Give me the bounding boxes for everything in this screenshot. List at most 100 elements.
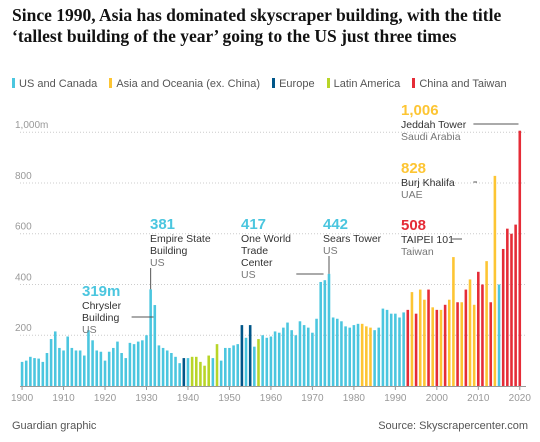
bar (331, 317, 335, 386)
bar (410, 292, 414, 386)
legend-swatch-china (412, 78, 416, 88)
bar (344, 326, 347, 386)
bar (418, 289, 422, 386)
legend-item-us: US and Canada (12, 78, 97, 90)
bar (66, 336, 69, 386)
bar (62, 350, 65, 386)
annotation-label: Sears Tower (323, 233, 382, 245)
annotation-region: US (82, 324, 97, 336)
bar (406, 309, 410, 386)
bar (414, 313, 418, 386)
bar (74, 350, 78, 386)
bar (427, 289, 430, 386)
y-tick-label: 600 (15, 222, 32, 233)
annotation-label: One World (241, 233, 291, 245)
legend: US and Canada Asia and Oceania (ex. Chin… (12, 78, 532, 90)
legend-swatch-us (12, 78, 15, 88)
bar (269, 336, 273, 386)
bar (257, 339, 260, 386)
bar (103, 360, 107, 386)
bar (83, 355, 86, 386)
bar (286, 322, 289, 386)
legend-swatch-europe (272, 78, 276, 88)
bar (149, 289, 152, 386)
bar (360, 323, 364, 386)
legend-label-asia: Asia and Oceania (ex. China) (116, 78, 261, 90)
bar (219, 360, 223, 386)
bar (29, 356, 32, 386)
bar (493, 175, 497, 386)
bar (348, 327, 352, 386)
annotation-value: 381 (150, 216, 175, 233)
bar (402, 312, 405, 386)
bar (365, 326, 368, 386)
bar (340, 321, 343, 386)
bar (145, 335, 148, 386)
bar (452, 257, 455, 386)
bar (153, 305, 157, 386)
annotation-value: 1,006 (401, 102, 439, 119)
bar (506, 228, 509, 386)
annotation-region: Taiwan (401, 246, 434, 258)
bar (215, 344, 219, 386)
bar (70, 347, 74, 386)
annotation-label: Jeddah Tower (401, 119, 467, 131)
x-tick-label: 1900 (11, 393, 34, 404)
bar (78, 350, 82, 386)
bar (124, 358, 128, 386)
bar (91, 340, 94, 386)
x-tick-label: 2010 (467, 393, 490, 404)
bar (199, 361, 202, 386)
bar (141, 340, 144, 386)
bar (489, 302, 493, 386)
bar (53, 331, 57, 386)
bar (116, 341, 119, 386)
bar (182, 358, 186, 386)
bar (377, 327, 381, 386)
annotation-label: Chrysler (82, 300, 122, 312)
bar (306, 327, 310, 386)
bar (447, 299, 451, 386)
bar (107, 351, 111, 386)
annotation-label: Building (82, 312, 120, 324)
bar (381, 308, 385, 386)
bar (120, 353, 123, 386)
bar (435, 309, 439, 386)
bar (282, 327, 285, 386)
bar (157, 345, 161, 386)
bar (194, 356, 198, 386)
bar (443, 304, 447, 386)
bar (128, 342, 132, 386)
bar (236, 344, 240, 386)
bar (356, 323, 360, 386)
legend-label-europe: Europe (279, 78, 315, 90)
y-tick-label: 200 (15, 323, 32, 334)
annotation-value: 828 (401, 160, 426, 177)
bar (49, 339, 53, 386)
bar (277, 332, 281, 386)
x-tick-label: 1960 (260, 393, 283, 404)
bar (161, 347, 165, 386)
bar (472, 304, 476, 386)
bar (58, 347, 61, 386)
annotation-label: Center (241, 257, 273, 269)
legend-label-latam: Latin America (333, 78, 401, 90)
bar (373, 330, 376, 386)
bar (228, 347, 231, 386)
bar (253, 346, 256, 386)
bar (136, 341, 140, 386)
annotation-label: TAIPEI 101 (401, 234, 454, 246)
annotation-region: US (241, 269, 256, 281)
legend-item-europe: Europe (272, 78, 315, 90)
annotation-label: Building (150, 245, 188, 257)
y-tick-label: 1,000m (15, 120, 48, 131)
annotation-value: 442 (323, 216, 348, 233)
bar (244, 337, 248, 386)
bar (132, 344, 136, 386)
bar (518, 130, 522, 386)
annotation-label: Trade (241, 245, 268, 257)
x-tick-label: 1950 (218, 393, 241, 404)
x-tick-label: 1970 (301, 393, 324, 404)
x-tick-label: 1940 (177, 393, 200, 404)
bar (385, 309, 389, 386)
